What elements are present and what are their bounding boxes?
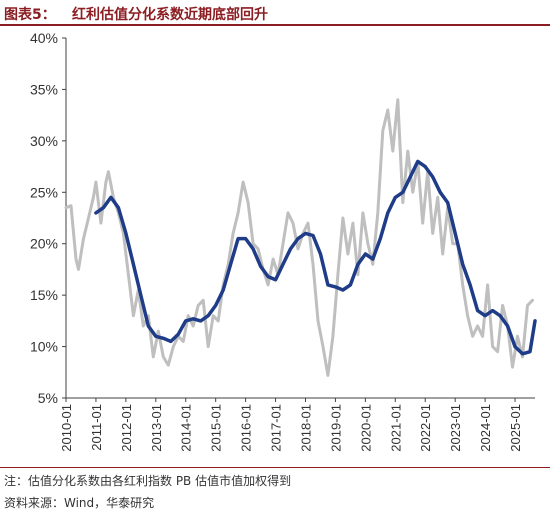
source-note: 资料来源：Wind，华泰研究 [4,496,155,510]
y-axis: 5% 10% 15% 20% 25% 30% 35% 40% [30,30,67,406]
y-tick-label: 20% [30,236,58,252]
x-tick-label: 2020-01 [358,404,373,452]
x-tick-label: 2017-01 [269,404,284,452]
chart-note: 注：估值分化系数由各红利指数 PB 估值市值加权得到 [4,474,292,488]
y-tick-label: 15% [30,287,58,303]
x-axis: 2010-01 2011-01 2012-01 2013-01 2014-01 2015-… [59,397,535,452]
x-tick-label: 2025-01 [508,404,523,452]
y-tick-label: 40% [30,30,58,46]
figure-label: 图表5： [4,7,56,23]
x-tick-label: 2018-01 [298,404,313,452]
series-line-blue [94,159,537,356]
x-tick-label: 2019-01 [328,404,343,452]
x-tick-label: 2012-01 [119,404,134,452]
x-tick-label: 2023-01 [448,404,463,452]
x-tick-label: 2010-01 [59,404,74,452]
x-tick-label: 2024-01 [478,404,493,452]
x-tick-label: 2022-01 [418,404,433,452]
x-tick-label: 2015-01 [209,404,224,452]
figure-title: 红利估值分化系数近期底部回升 [72,7,268,23]
y-tick-label: 10% [30,339,58,355]
x-tick-label: 2011-01 [89,404,104,451]
x-tick-label: 2014-01 [179,404,194,452]
series-line-gray [64,98,534,377]
y-tick-label: 25% [30,184,58,200]
chart-area: 5%10%15%20%25%30%35%40% 2010-01 2011-01 20… [30,30,537,452]
y-tick-label: 35% [30,81,58,97]
x-tick-label: 2013-01 [149,404,164,452]
y-tick-label: 30% [30,133,58,149]
footer-divider [0,467,550,468]
series-layer [64,98,537,377]
x-tick-label: 2021-01 [388,404,403,452]
x-tick-label: 2016-01 [239,404,254,452]
figure-title-bar: 图表5： 红利估值分化系数近期底部回升 [0,0,550,26]
y-tick-label: 5% [38,390,58,406]
